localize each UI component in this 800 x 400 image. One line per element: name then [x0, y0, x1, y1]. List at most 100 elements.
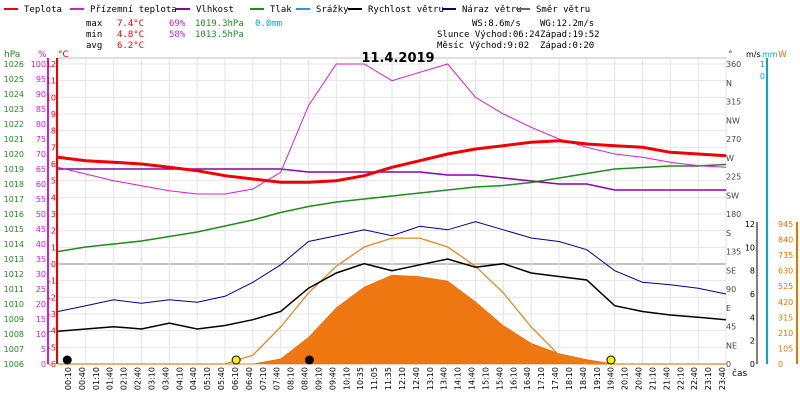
x-tick-label: 10:10 [342, 367, 351, 390]
temp-tick-label: 2 [51, 227, 56, 236]
hpa-tick-label: 1022 [4, 120, 24, 129]
x-tick-label: 03:10 [147, 367, 156, 390]
w-tick-label: 0 [778, 360, 783, 369]
pct-tick-label: 45 [36, 225, 46, 234]
temp-tick-label: 9 [51, 110, 56, 119]
ms-tick-label: 6 [750, 290, 755, 299]
pct-tick-label: 25 [36, 285, 46, 294]
legend-label-4: Srážky [316, 5, 349, 15]
stat-min-label: min [86, 30, 102, 40]
x-tick-label: 17:10 [537, 367, 546, 390]
info-block: WS:8.6m/s WG:12.2m/s Slunce Východ:06:24… [437, 19, 600, 51]
temp-tick-label: 5 [51, 177, 56, 186]
unit-hpa: hPa [4, 50, 20, 60]
ground-temp-line [57, 63, 727, 195]
temp-tick-label: 12 [46, 60, 56, 69]
x-tick-label: 23:40 [718, 367, 727, 390]
temperature-line [57, 139, 727, 184]
x-tick-label: 19:10 [593, 367, 602, 390]
x-tick-label: 04:40 [189, 367, 198, 390]
x-tick-label: 06:40 [245, 367, 254, 390]
w-tick-label: 735 [778, 251, 793, 260]
x-tick-label: 12:10 [398, 367, 407, 390]
ms-tick-label: 8 [750, 267, 755, 276]
pct-tick-label: 5 [41, 345, 46, 354]
x-tick-label: 06:10 [231, 367, 240, 390]
hpa-tick-label: 1015 [4, 225, 24, 234]
x-tick-label: 20:10 [621, 367, 630, 390]
dir-tick-label: 180 [726, 210, 741, 219]
temp-tick-label: 11 [46, 77, 56, 86]
unit-mm: mm [762, 50, 778, 59]
w-tick-label: 630 [778, 267, 793, 276]
hpa-tick-label: 1009 [4, 315, 24, 324]
legend-label-3: Tlak [270, 5, 292, 15]
temp-tick-label: 0 [51, 260, 56, 269]
x-tick-label: 13:10 [426, 367, 435, 390]
ms-tick-label: 2 [750, 337, 755, 346]
temp-tick-label: 6 [51, 160, 56, 169]
x-tick-label: 18:40 [579, 367, 588, 390]
info-moon-rise: Měsíc Východ:9:02 [437, 41, 529, 51]
legend-label-7: Směr větru [536, 5, 590, 15]
pct-tick-label: 100 [31, 60, 46, 69]
x-tick-label: 11:05 [370, 367, 379, 390]
series [57, 63, 727, 365]
hpa-tick-label: 1016 [4, 210, 24, 219]
temp-tick-label: 10 [46, 93, 56, 102]
wind-speed-line [57, 258, 727, 333]
dir-tick-label: E [726, 304, 731, 313]
x-tick-label: 07:10 [259, 367, 268, 390]
stat-max-temp: 7.4°C [117, 19, 144, 29]
stats: max 7.4°C 69% 1019.3hPa 0.0mm min 4.8°C … [86, 19, 282, 51]
pct-tick-label: 0 [41, 360, 46, 369]
pct-tick-label: 35 [36, 255, 46, 264]
temp-tick-label: -3 [48, 310, 56, 319]
x-tick-label: 16:40 [523, 367, 532, 390]
pct-tick-label: 50 [36, 210, 46, 219]
info-sun-rise: Slunce Východ:06:24 [437, 30, 540, 40]
pct-tick-label: 20 [36, 300, 46, 309]
x-tick-label: 08:10 [287, 367, 296, 390]
pct-tick-label: 90 [36, 90, 46, 99]
stat-min-hum: 58% [169, 30, 186, 40]
stat-max-press: 1019.3hPa [195, 19, 244, 29]
x-tick-label: 02:10 [120, 367, 129, 390]
legend-label-1: Přízemní teplota [90, 5, 177, 15]
dir-tick-label: 270 [726, 135, 741, 144]
x-tick-label: 00:40 [78, 367, 87, 390]
x-tick-label: 09:10 [314, 367, 323, 390]
dir-tick-label: 0 [726, 360, 731, 369]
hpa-tick-label: 1014 [4, 240, 24, 249]
unit-pct: % [38, 50, 47, 60]
x-tick-label: 03:40 [161, 367, 170, 390]
temp-tick-label: 3 [51, 210, 56, 219]
humidity-line [58, 168, 726, 191]
pct-tick-label: 30 [36, 270, 46, 279]
x-tick-label: 02:40 [134, 367, 143, 390]
x-tick-label: 22:40 [690, 367, 699, 390]
dir-tick-label: NW [726, 116, 740, 125]
hpa-tick-label: 1012 [4, 270, 24, 279]
x-tick-label: 00:10 [64, 367, 73, 390]
legend-label-0: Teplota [24, 5, 62, 15]
w-tick-label: 210 [778, 329, 793, 338]
x-tick-label: 14:10 [454, 367, 463, 390]
info-wg: WG:12.2m/s [540, 19, 594, 29]
x-tick-label: 05:40 [217, 367, 226, 390]
legend: Teplota Přízemní teplota Vlhkost Tlak Srážky… [4, 5, 590, 15]
x-tick-label: 09:40 [328, 367, 337, 390]
stat-avg-label: avg [86, 41, 102, 51]
x-tick-label: 15:10 [481, 367, 490, 390]
hpa-tick-label: 1019 [4, 165, 24, 174]
temp-tick-label: -1 [48, 277, 56, 286]
x-tick-label: 10:35 [356, 367, 365, 390]
pct-tick-label: 40 [36, 240, 46, 249]
pct-tick-label: 70 [36, 150, 46, 159]
mm-tick-label: 0 [760, 72, 765, 81]
w-tick-label: 315 [778, 313, 793, 322]
legend-label-6: Náraz větru [462, 5, 522, 15]
x-tick-label: 17:40 [551, 367, 560, 390]
